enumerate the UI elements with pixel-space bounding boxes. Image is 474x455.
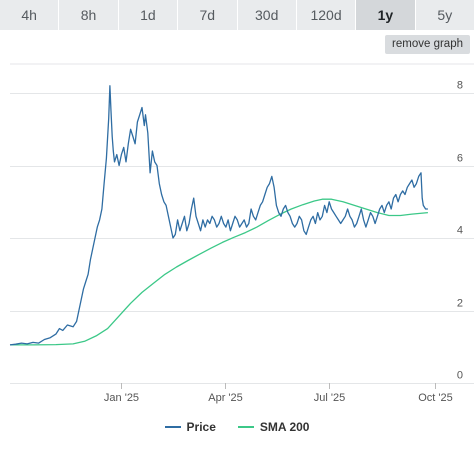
y-tick-label-3: 6	[457, 153, 463, 165]
y-tick-label-1: 2	[457, 298, 463, 310]
legend-item-sma[interactable]: SMA 200	[237, 420, 310, 434]
x-tick-label-0: Jan '25	[104, 392, 139, 404]
legend-item-price[interactable]: Price	[164, 420, 216, 434]
legend-swatch-price	[164, 426, 181, 428]
tab-120d[interactable]: 120d	[296, 0, 357, 30]
tab-5y[interactable]: 5y	[415, 0, 474, 30]
y-tick-label-2: 4	[457, 225, 463, 237]
x-tick-label-1: Apr '25	[208, 392, 243, 404]
tab-1d[interactable]: 1d	[118, 0, 179, 30]
legend-label-price: Price	[186, 420, 216, 434]
tab-7d[interactable]: 7d	[178, 0, 238, 30]
legend-label-sma: SMA 200	[259, 420, 310, 434]
y-tick-label-4: 8	[457, 80, 463, 92]
x-tick-label-3: Oct '25	[418, 392, 453, 404]
legend-swatch-sma	[237, 426, 254, 428]
tab-8h[interactable]: 8h	[59, 0, 119, 30]
x-tick-label-2: Jul '25	[314, 392, 345, 404]
y-tick-label-0: 0	[457, 370, 463, 382]
series-line-sma-200	[10, 198, 428, 346]
series-line-price	[9, 85, 428, 346]
tab-1y[interactable]: 1y	[356, 0, 416, 30]
tab-30d[interactable]: 30d	[237, 0, 297, 30]
chart-legend: Price SMA 200	[0, 420, 474, 434]
tab-4h[interactable]: 4h	[0, 0, 60, 30]
timeframe-tabs: 4h 8h 1d 7d 30d 120d 1y 5y	[0, 0, 474, 30]
remove-graph-button[interactable]: remove graph	[385, 35, 470, 54]
